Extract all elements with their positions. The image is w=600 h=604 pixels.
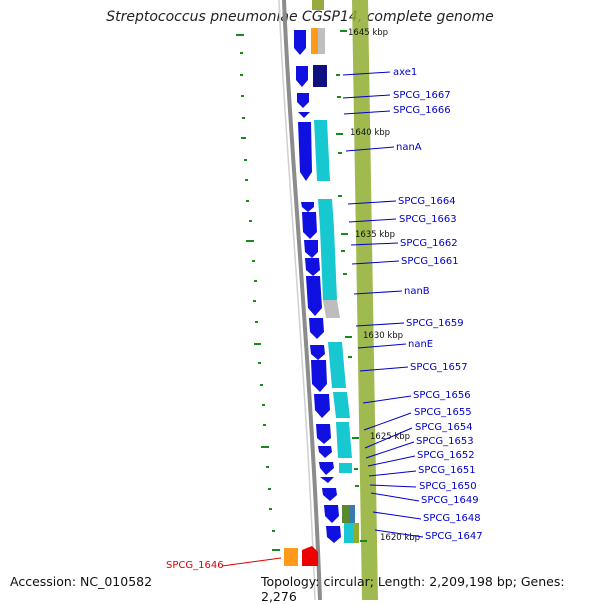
kbp-label: 1630 kbp <box>363 331 403 341</box>
gene-label-axe1: axe1 <box>393 67 417 78</box>
gene-label-spcg-1650: SPCG_1650 <box>419 481 477 492</box>
gene-label-spcg-1656: SPCG_1656 <box>413 390 471 401</box>
gene-label-spcg-1648: SPCG_1648 <box>423 513 481 524</box>
leader-lines <box>221 71 424 567</box>
gene-label-spcg-1663: SPCG_1663 <box>399 214 457 225</box>
gene-label-spcg-1666: SPCG_1666 <box>393 105 451 116</box>
kbp-label: 1645 kbp <box>348 28 388 38</box>
gene-label-spcg-1647: SPCG_1647 <box>425 531 483 542</box>
gene-label-spcg-1652: SPCG_1652 <box>417 450 475 461</box>
backbone-arc-inner <box>278 0 316 600</box>
backbone-arc <box>282 0 322 600</box>
gene-label-spcg-1659: SPCG_1659 <box>406 318 464 329</box>
gene-label-spcg-1664: SPCG_1664 <box>398 196 456 207</box>
kbp-label: 1635 kbp <box>355 230 395 240</box>
gene-labels: axe1 SPCG_1667 SPCG_1666 nanA SPCG_1664 … <box>166 67 483 571</box>
gene-label-spcg-1651: SPCG_1651 <box>418 465 476 476</box>
gene-label-spcg-1657: SPCG_1657 <box>410 362 468 373</box>
accession-text: Accession: NC_010582 <box>10 574 153 589</box>
reverse-cds-track <box>284 65 359 566</box>
kbp-label: 1640 kbp <box>350 128 390 138</box>
gene-label-spcg-1661: SPCG_1661 <box>401 256 459 267</box>
gene-label-spcg-1646: SPCG_1646 <box>166 560 224 571</box>
kbp-label: 1620 kbp <box>380 533 420 543</box>
gene-label-spcg-1654: SPCG_1654 <box>415 422 473 433</box>
map-title: Streptococcus pneumoniae CGSP14, complet… <box>106 9 494 25</box>
gene-label-nana: nanA <box>396 142 422 153</box>
gene-label-spcg-1649: SPCG_1649 <box>421 495 479 506</box>
gene-label-spcg-1655: SPCG_1655 <box>414 407 472 418</box>
gene-label-nane: nanE <box>408 339 433 350</box>
gene-label-nanb: nanB <box>404 286 430 297</box>
forward-cds-track <box>294 30 341 543</box>
gene-label-spcg-1653: SPCG_1653 <box>416 436 474 447</box>
gene-label-spcg-1662: SPCG_1662 <box>400 238 458 249</box>
gc-ticks <box>236 30 367 551</box>
gene-label-spcg-1667: SPCG_1667 <box>393 90 451 101</box>
